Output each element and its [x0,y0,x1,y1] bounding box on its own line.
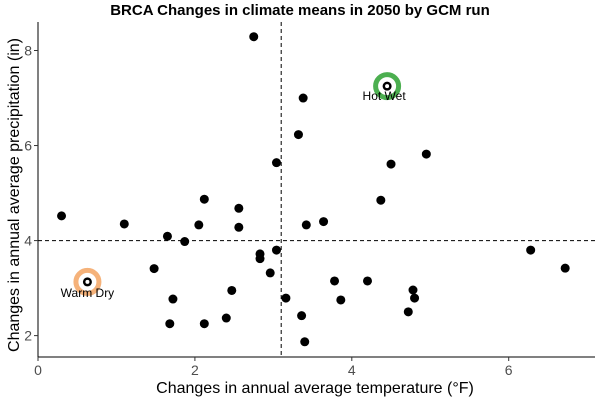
data-point [265,268,275,278]
data-point [221,313,231,323]
data-point [301,220,311,230]
y-tick-label: 2 [24,328,32,344]
data-point [386,159,396,169]
x-tick-label: 6 [505,362,513,378]
data-point [57,211,67,221]
data-point [234,203,244,213]
data-point [249,32,259,42]
data-point [271,158,281,168]
highlight-label: Hot Wet [363,89,407,103]
data-point [199,319,209,329]
data-point [410,293,420,303]
data-point [227,285,237,295]
data-point [293,130,303,140]
data-point [199,194,209,204]
y-tick-label: 6 [24,138,32,154]
y-tick-label: 8 [24,43,32,59]
highlight-label: Warm Dry [61,286,115,300]
data-point [330,276,340,286]
highlight-point-center [85,279,90,284]
highlight-ring [373,72,402,101]
highlight-ring [73,267,102,296]
data-point [180,237,190,247]
data-point [271,245,281,255]
data-point [560,263,570,273]
data-point [362,276,372,286]
data-point [336,295,346,305]
data-point [149,264,159,274]
data-point [234,222,244,232]
y-axis-title: Changes in annual average precipitation … [6,38,23,352]
data-point [168,294,178,304]
data-point [298,93,308,103]
data-point [162,231,172,241]
data-point [319,217,329,227]
data-point [300,337,310,347]
data-point [255,254,265,264]
data-point [297,311,307,321]
x-tick-label: 4 [348,362,356,378]
data-point [408,285,418,295]
plot-area: 0 2 4 6 2 4 6 8 Hot Wet Warm Dry [24,22,595,378]
highlight-point-center [385,84,390,89]
x-tick-label: 0 [34,362,42,378]
data-point [526,245,536,255]
x-axis-title: Changes in annual average temperature (°… [156,380,474,397]
data-point [421,149,431,159]
data-point [194,220,204,230]
chart-title: BRCA Changes in climate means in 2050 by… [110,2,490,19]
data-point [119,219,129,229]
data-point [376,195,386,205]
y-tick-label: 4 [24,233,32,249]
data-point [165,319,175,329]
x-tick-label: 2 [191,362,199,378]
data-point [281,293,291,303]
data-point [403,307,413,317]
